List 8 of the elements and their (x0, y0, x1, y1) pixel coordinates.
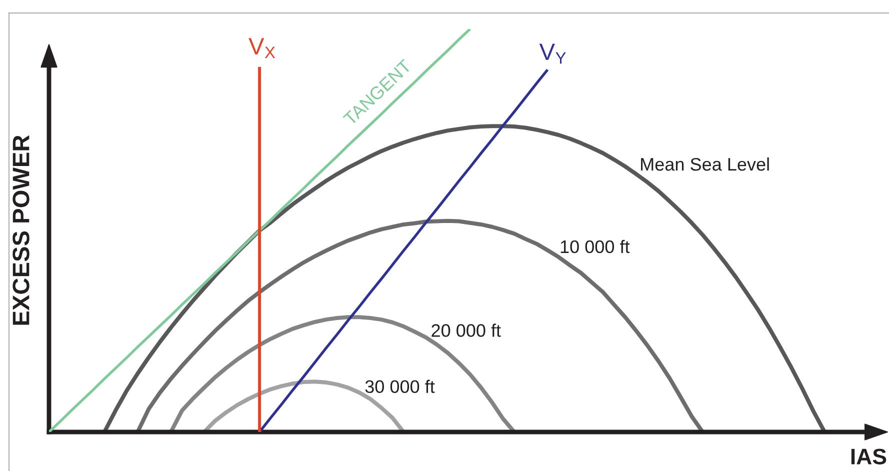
annotation: V$_{X}$ (248, 38, 276, 58)
series-label: V$_{Y}$ (539, 44, 566, 64)
series-label: 20 000 ft (432, 324, 501, 337)
x-axis-title: IAS (851, 448, 886, 464)
series-label: Mean Sea Level (641, 157, 769, 171)
series-label: 10 000 ft (560, 240, 630, 254)
series-label: 30 000 ft (365, 380, 435, 394)
y-axis-title: EXCESS POWER (12, 135, 30, 325)
